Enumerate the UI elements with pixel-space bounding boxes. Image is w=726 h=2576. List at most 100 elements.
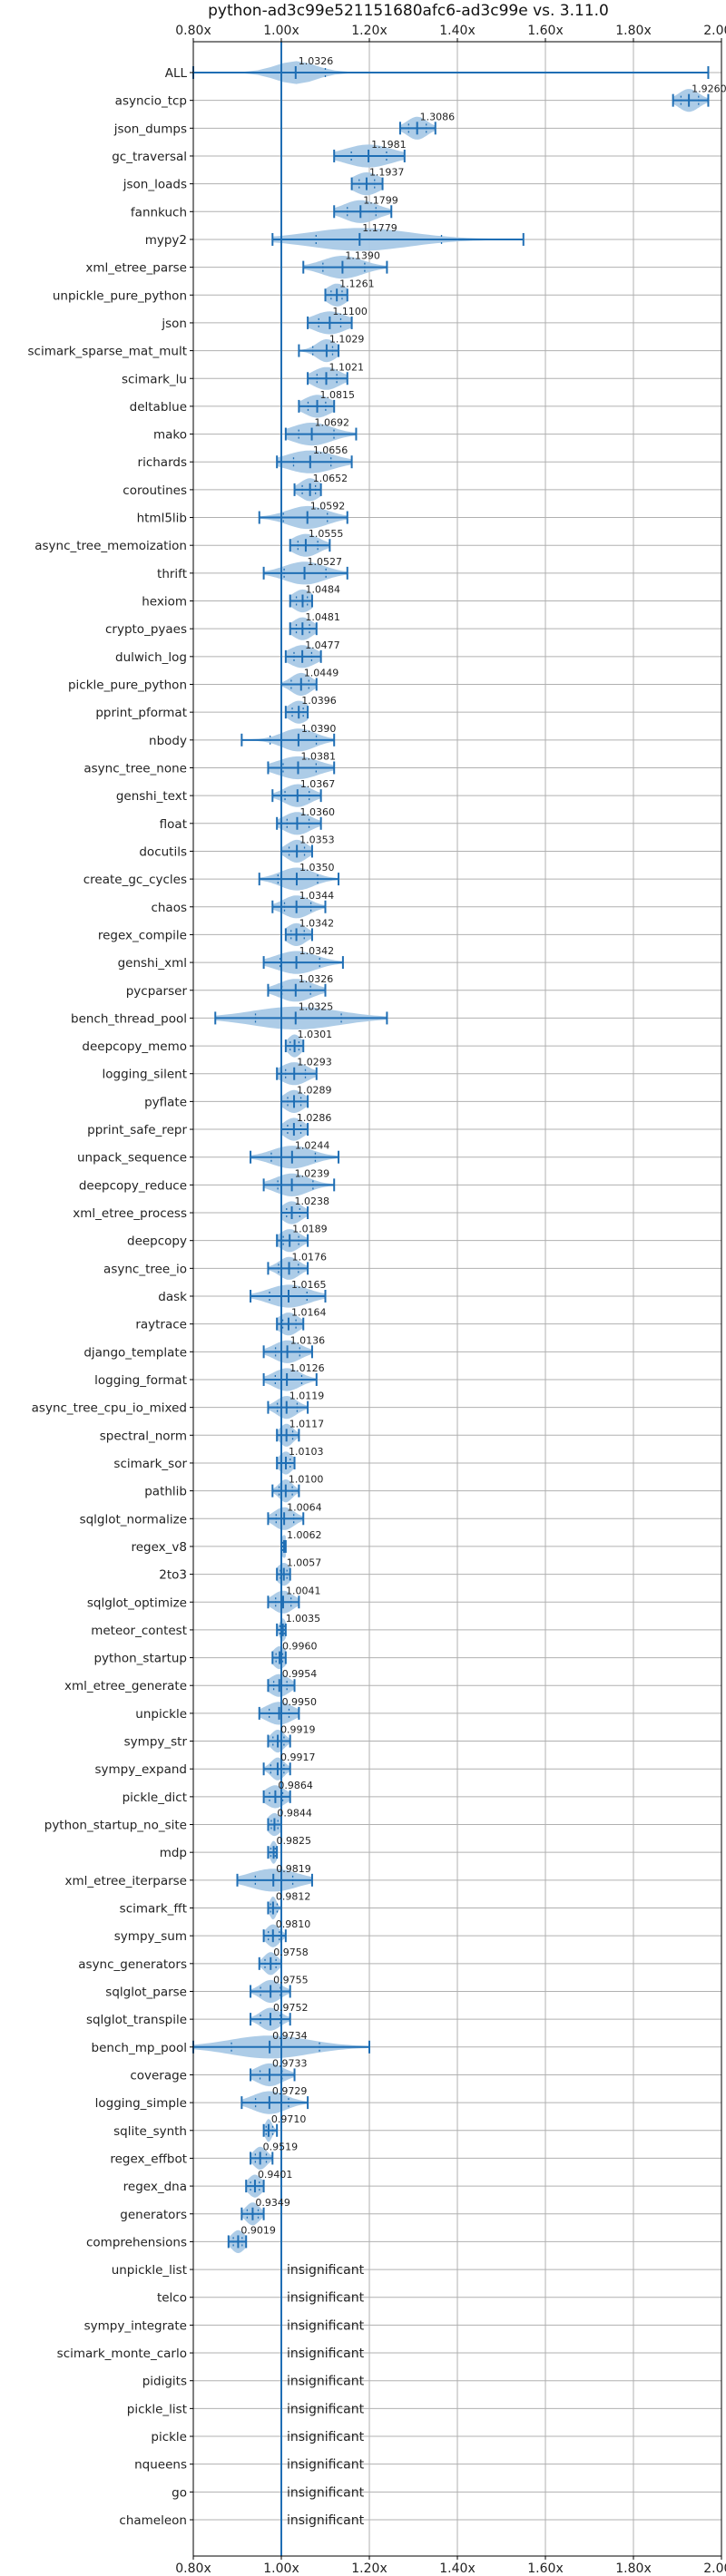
median-value-label: 0.9752	[273, 2002, 309, 2014]
benchmark-name: xml_etree_iterparse	[65, 1874, 188, 1888]
median-value-label: 1.1029	[329, 334, 365, 346]
median-value-label: 0.9825	[277, 1835, 312, 1847]
median-value-label: 0.9819	[276, 1863, 311, 1875]
median-value-label: 1.0239	[295, 1167, 330, 1179]
insignificant-label: insignificant	[287, 2318, 365, 2333]
benchmark-name: 2to3	[159, 1568, 187, 1583]
benchmark-name: xml_etree_process	[73, 1206, 187, 1221]
median-value-label: 0.9519	[263, 2141, 299, 2152]
insignificant-label: insignificant	[287, 2375, 365, 2389]
benchmark-name: pprint_pformat	[95, 706, 187, 720]
median-value-label: 1.0555	[309, 528, 344, 540]
benchmark-name: sqlglot_normalize	[80, 1512, 187, 1527]
benchmark-name: regex_dna	[123, 2180, 187, 2194]
median-value-label: 0.9401	[258, 2169, 293, 2181]
benchmark-name: ALL	[165, 66, 188, 81]
violin-layer	[192, 42, 710, 2556]
x-tick-label-top: 2.00x	[703, 24, 726, 38]
median-value-label: 0.9734	[272, 2030, 308, 2042]
x-tick-label-top: 1.20x	[351, 24, 387, 38]
median-value-label: 1.1937	[369, 167, 405, 179]
benchmark-name: pickle_pure_python	[68, 678, 187, 693]
x-tick-label-top: 1.40x	[439, 24, 475, 38]
x-tick-label-top: 1.80x	[615, 24, 651, 38]
benchmark-name: deltablue	[130, 400, 187, 415]
benchmark-name: mdp	[160, 1846, 187, 1860]
median-value-label: 1.0350	[299, 862, 335, 873]
benchmark-name: scimark_fft	[120, 1902, 187, 1917]
median-value-label: 1.0035	[286, 1613, 321, 1625]
x-tick-label-bottom: 0.80x	[175, 2561, 211, 2576]
benchmark-name: raytrace	[135, 1318, 187, 1332]
benchmark-name: scimark_sparse_mat_mult	[28, 345, 187, 359]
benchmark-name: json_loads	[123, 178, 187, 192]
benchmark-name: richards	[138, 455, 187, 470]
benchmark-name: hexiom	[142, 595, 187, 610]
benchmark-name: thrift	[157, 567, 187, 581]
benchmark-name: deepcopy_reduce	[79, 1178, 187, 1193]
median-value-label: 1.0325	[299, 1000, 334, 1012]
median-value-label: 1.0136	[290, 1334, 326, 1346]
median-value-label: 0.9954	[282, 1668, 318, 1680]
benchmark-name: dask	[158, 1290, 187, 1304]
insignificant-label: insignificant	[287, 2513, 365, 2528]
benchmark-name: chaos	[151, 901, 187, 915]
median-value-label: 0.9729	[272, 2085, 308, 2097]
benchmark-name: scimark_monte_carlo	[57, 2347, 187, 2361]
benchmark-name: sqlite_synth	[113, 2124, 187, 2139]
insignificant-label: insignificant	[287, 2458, 365, 2473]
median-value-label: 1.1799	[363, 194, 398, 206]
benchmark-name: pickle_dict	[123, 1791, 187, 1805]
benchmark-name: bench_thread_pool	[71, 1011, 187, 1026]
benchmark-name: logging_format	[94, 1373, 187, 1388]
median-value-label: 0.9810	[276, 1918, 311, 1930]
median-value-label: 0.9755	[273, 1974, 309, 1986]
label-layer: ALL 1.0326 asyncio_tcp 1.9260 json_dumps 1.30…	[28, 55, 726, 2528]
median-value-label: 1.0360	[299, 806, 335, 818]
benchmark-name: python_startup	[93, 1652, 187, 1666]
median-value-label: 1.0126	[289, 1362, 325, 1374]
x-tick-label-top: 0.80x	[175, 24, 211, 38]
median-value-label: 0.9733	[272, 2057, 308, 2069]
axis-layer: 0.80x 0.80x 1.00x 1.00x 1.20x 1.20x 1.40x 1.40x…	[175, 24, 726, 2576]
median-value-label: 1.0527	[308, 556, 343, 568]
median-value-label: 1.1779	[362, 222, 397, 234]
benchmark-name: deepcopy	[127, 1234, 187, 1249]
benchmark-name: async_generators	[78, 1957, 187, 1972]
x-tick-label-bottom: 1.20x	[351, 2561, 387, 2576]
median-value-label: 1.0381	[300, 750, 336, 762]
median-value-label: 1.3086	[420, 111, 456, 122]
benchmark-name: sympy_expand	[94, 1762, 187, 1777]
insignificant-label: insignificant	[287, 2402, 365, 2416]
benchmark-name: regex_v8	[131, 1540, 187, 1555]
median-value-label: 0.9864	[278, 1780, 313, 1791]
insignificant-label: insignificant	[287, 2430, 365, 2444]
benchmark-name: pprint_safe_repr	[87, 1123, 187, 1137]
benchmark-name: fannkuch	[131, 205, 187, 220]
median-value-label: 1.1021	[329, 361, 365, 373]
benchmark-name: crypto_pyaes	[105, 622, 187, 637]
benchmark-name: sympy_integrate	[84, 2318, 187, 2333]
median-value-label: 0.9758	[273, 1947, 309, 1958]
median-value-label: 1.0481	[305, 611, 340, 623]
benchmark-name: nqueens	[134, 2458, 187, 2473]
plot-frame	[192, 41, 722, 2557]
benchmark-name: unpickle_pure_python	[53, 288, 187, 303]
benchmark-name: spectral_norm	[100, 1429, 187, 1443]
benchmark-name: pickle_list	[127, 2402, 187, 2416]
benchmark-name: unpack_sequence	[77, 1151, 187, 1166]
benchmark-name: generators	[120, 2208, 187, 2222]
median-value-label: 0.9919	[280, 1724, 316, 1736]
benchmark-name: regex_compile	[98, 928, 187, 942]
x-tick-label-bottom: 1.00x	[263, 2561, 299, 2576]
benchmark-name: json_dumps	[113, 122, 187, 136]
median-value-label: 1.1100	[332, 306, 368, 317]
x-tick-label-top: 1.60x	[527, 24, 563, 38]
median-value-label: 1.0342	[299, 917, 335, 929]
benchmark-name: float	[160, 817, 187, 832]
median-value-label: 1.0396	[301, 695, 337, 707]
median-value-label: 1.0289	[297, 1084, 332, 1096]
median-value-label: 1.9260	[692, 83, 726, 95]
median-value-label: 1.0390	[301, 723, 337, 735]
